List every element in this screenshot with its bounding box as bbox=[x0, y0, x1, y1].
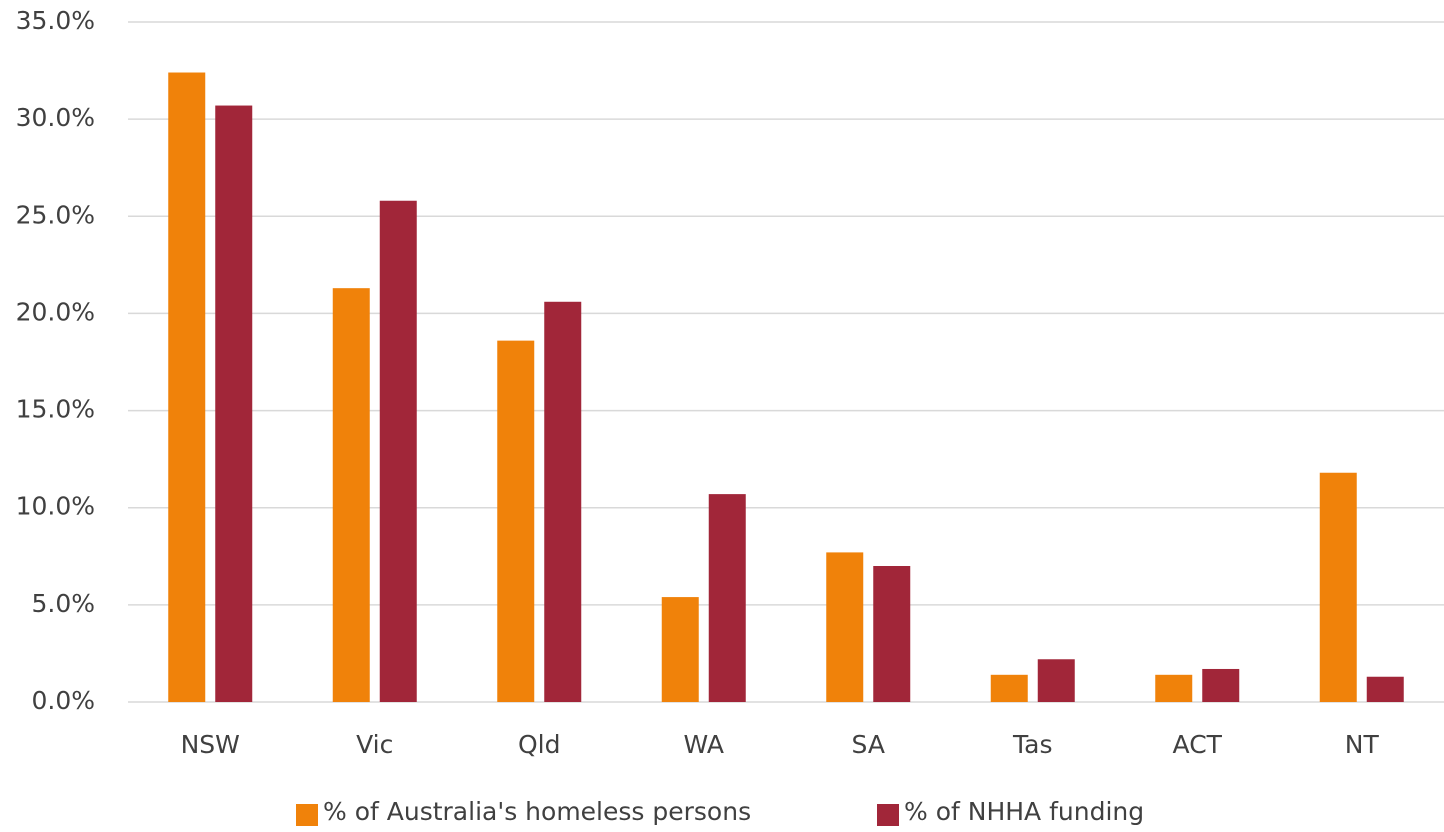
x-tick-label: NT bbox=[1345, 730, 1380, 759]
bar bbox=[1366, 676, 1404, 702]
bar bbox=[708, 494, 746, 702]
bar bbox=[1155, 674, 1193, 702]
x-tick-label: SA bbox=[852, 730, 885, 759]
y-tick-label: 25.0% bbox=[16, 200, 95, 229]
y-tick-label: 5.0% bbox=[31, 589, 95, 618]
y-tick-label: 0.0% bbox=[31, 686, 95, 715]
bar bbox=[1319, 472, 1357, 702]
bar bbox=[990, 674, 1028, 702]
y-tick-label: 15.0% bbox=[16, 395, 95, 424]
bar bbox=[1037, 659, 1075, 702]
bar bbox=[661, 597, 699, 702]
x-tick-label: ACT bbox=[1173, 730, 1223, 759]
x-tick-label: Qld bbox=[518, 730, 561, 759]
y-tick-label: 10.0% bbox=[16, 492, 95, 521]
y-tick-label: 20.0% bbox=[16, 297, 95, 326]
bar bbox=[168, 72, 206, 702]
bar bbox=[497, 340, 535, 702]
x-tick-label: Vic bbox=[356, 730, 393, 759]
y-tick-label: 30.0% bbox=[16, 103, 95, 132]
bar bbox=[826, 552, 864, 702]
bar bbox=[873, 566, 911, 702]
legend-label: % of NHHA funding bbox=[904, 797, 1144, 826]
x-tick-label: WA bbox=[684, 730, 724, 759]
legend-swatch bbox=[296, 804, 318, 826]
y-tick-label: 35.0% bbox=[16, 6, 95, 35]
bar bbox=[544, 301, 582, 702]
bar bbox=[215, 105, 253, 703]
bar bbox=[1202, 668, 1240, 702]
bar bbox=[379, 200, 417, 702]
x-tick-label: Tas bbox=[1012, 730, 1052, 759]
x-tick-label: NSW bbox=[181, 730, 240, 759]
legend-swatch bbox=[877, 804, 899, 826]
bar bbox=[332, 288, 370, 702]
legend-label: % of Australia's homeless persons bbox=[323, 797, 751, 826]
